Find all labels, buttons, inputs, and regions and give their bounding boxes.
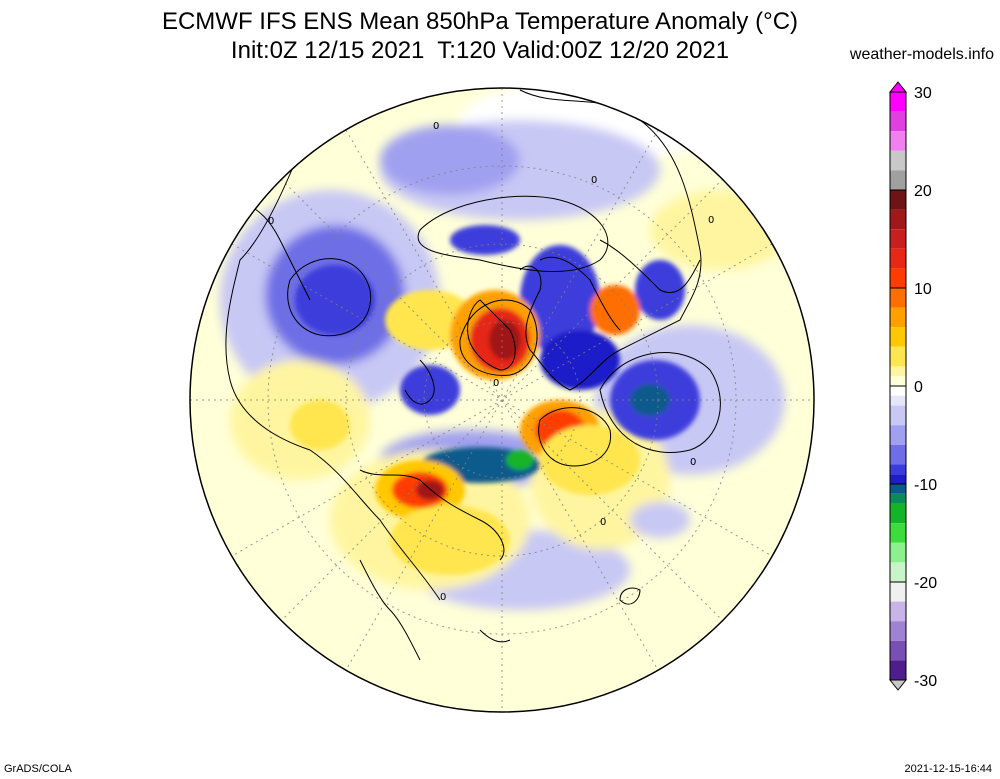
colorbar-tick-label: 10 bbox=[914, 281, 932, 298]
colorbar-band bbox=[890, 601, 906, 622]
colorbar-band bbox=[890, 268, 906, 288]
colorbar-band bbox=[890, 170, 906, 190]
colorbar-band bbox=[890, 346, 906, 367]
colorbar-band bbox=[890, 464, 906, 475]
colorbar-tick-label: 0 bbox=[914, 379, 923, 396]
generated-timestamp: 2021-12-15-16:44 bbox=[904, 763, 992, 775]
colorbar-band bbox=[890, 111, 906, 132]
colorbar-band bbox=[890, 503, 906, 524]
map-subtitle: Init:0Z 12/15 2021 T:120 Valid:00Z 12/20… bbox=[230, 37, 730, 64]
colorbar-band bbox=[890, 405, 906, 426]
map-title: ECMWF IFS ENS Mean 850hPa Temperature An… bbox=[161, 8, 799, 35]
colorbar-band bbox=[890, 474, 906, 484]
polar-map: 0 0 0 0 0 0 0 0 bbox=[190, 88, 814, 712]
colorbar-tick-label: 20 bbox=[914, 183, 932, 200]
svg-text:0: 0 bbox=[600, 517, 606, 528]
software-credit: GrADS/COLA bbox=[4, 763, 72, 775]
colorbar-band bbox=[890, 248, 906, 269]
colorbar-band bbox=[890, 190, 906, 210]
colorbar-legend: 30 20 10 0 -10 -20 -30 bbox=[888, 81, 937, 691]
colorbar-tick-label: -30 bbox=[914, 673, 937, 690]
svg-text:0: 0 bbox=[690, 457, 696, 468]
colorbar-band bbox=[890, 493, 906, 504]
colorbar-band bbox=[890, 307, 906, 328]
svg-text:0: 0 bbox=[433, 121, 439, 132]
svg-text:0: 0 bbox=[591, 175, 597, 186]
site-credit: weather-models.info bbox=[849, 46, 994, 63]
colorbar-band bbox=[890, 366, 906, 377]
colorbar-max-arrow bbox=[888, 81, 908, 93]
colorbar-band bbox=[890, 288, 906, 308]
colorbar-band bbox=[890, 523, 906, 543]
colorbar-band bbox=[890, 484, 906, 494]
colorbar-band bbox=[890, 92, 906, 112]
colorbar-tick-label: -10 bbox=[914, 477, 937, 494]
svg-text:0: 0 bbox=[493, 378, 499, 389]
colorbar-band bbox=[890, 395, 906, 406]
svg-text:0: 0 bbox=[268, 216, 274, 227]
colorbar-band bbox=[890, 562, 906, 582]
colorbar-band bbox=[890, 542, 906, 563]
colorbar-band bbox=[890, 582, 906, 602]
colorbar-band bbox=[890, 621, 906, 641]
colorbar-band bbox=[890, 660, 906, 680]
colorbar-band bbox=[890, 229, 906, 249]
colorbar-band bbox=[890, 327, 906, 347]
colorbar-band bbox=[890, 209, 906, 230]
svg-text:0: 0 bbox=[708, 215, 714, 226]
svg-text:0: 0 bbox=[440, 592, 446, 603]
colorbar-band bbox=[890, 150, 906, 171]
colorbar-band bbox=[890, 386, 906, 396]
colorbar-min-arrow bbox=[888, 679, 908, 691]
colorbar-band bbox=[890, 425, 906, 445]
colorbar-band bbox=[890, 376, 906, 386]
colorbar-band bbox=[890, 131, 906, 151]
colorbar-tick-label: 30 bbox=[914, 85, 932, 102]
colorbar-band bbox=[890, 444, 906, 465]
colorbar-tick-label: -20 bbox=[914, 575, 937, 592]
colorbar-band bbox=[890, 640, 906, 661]
